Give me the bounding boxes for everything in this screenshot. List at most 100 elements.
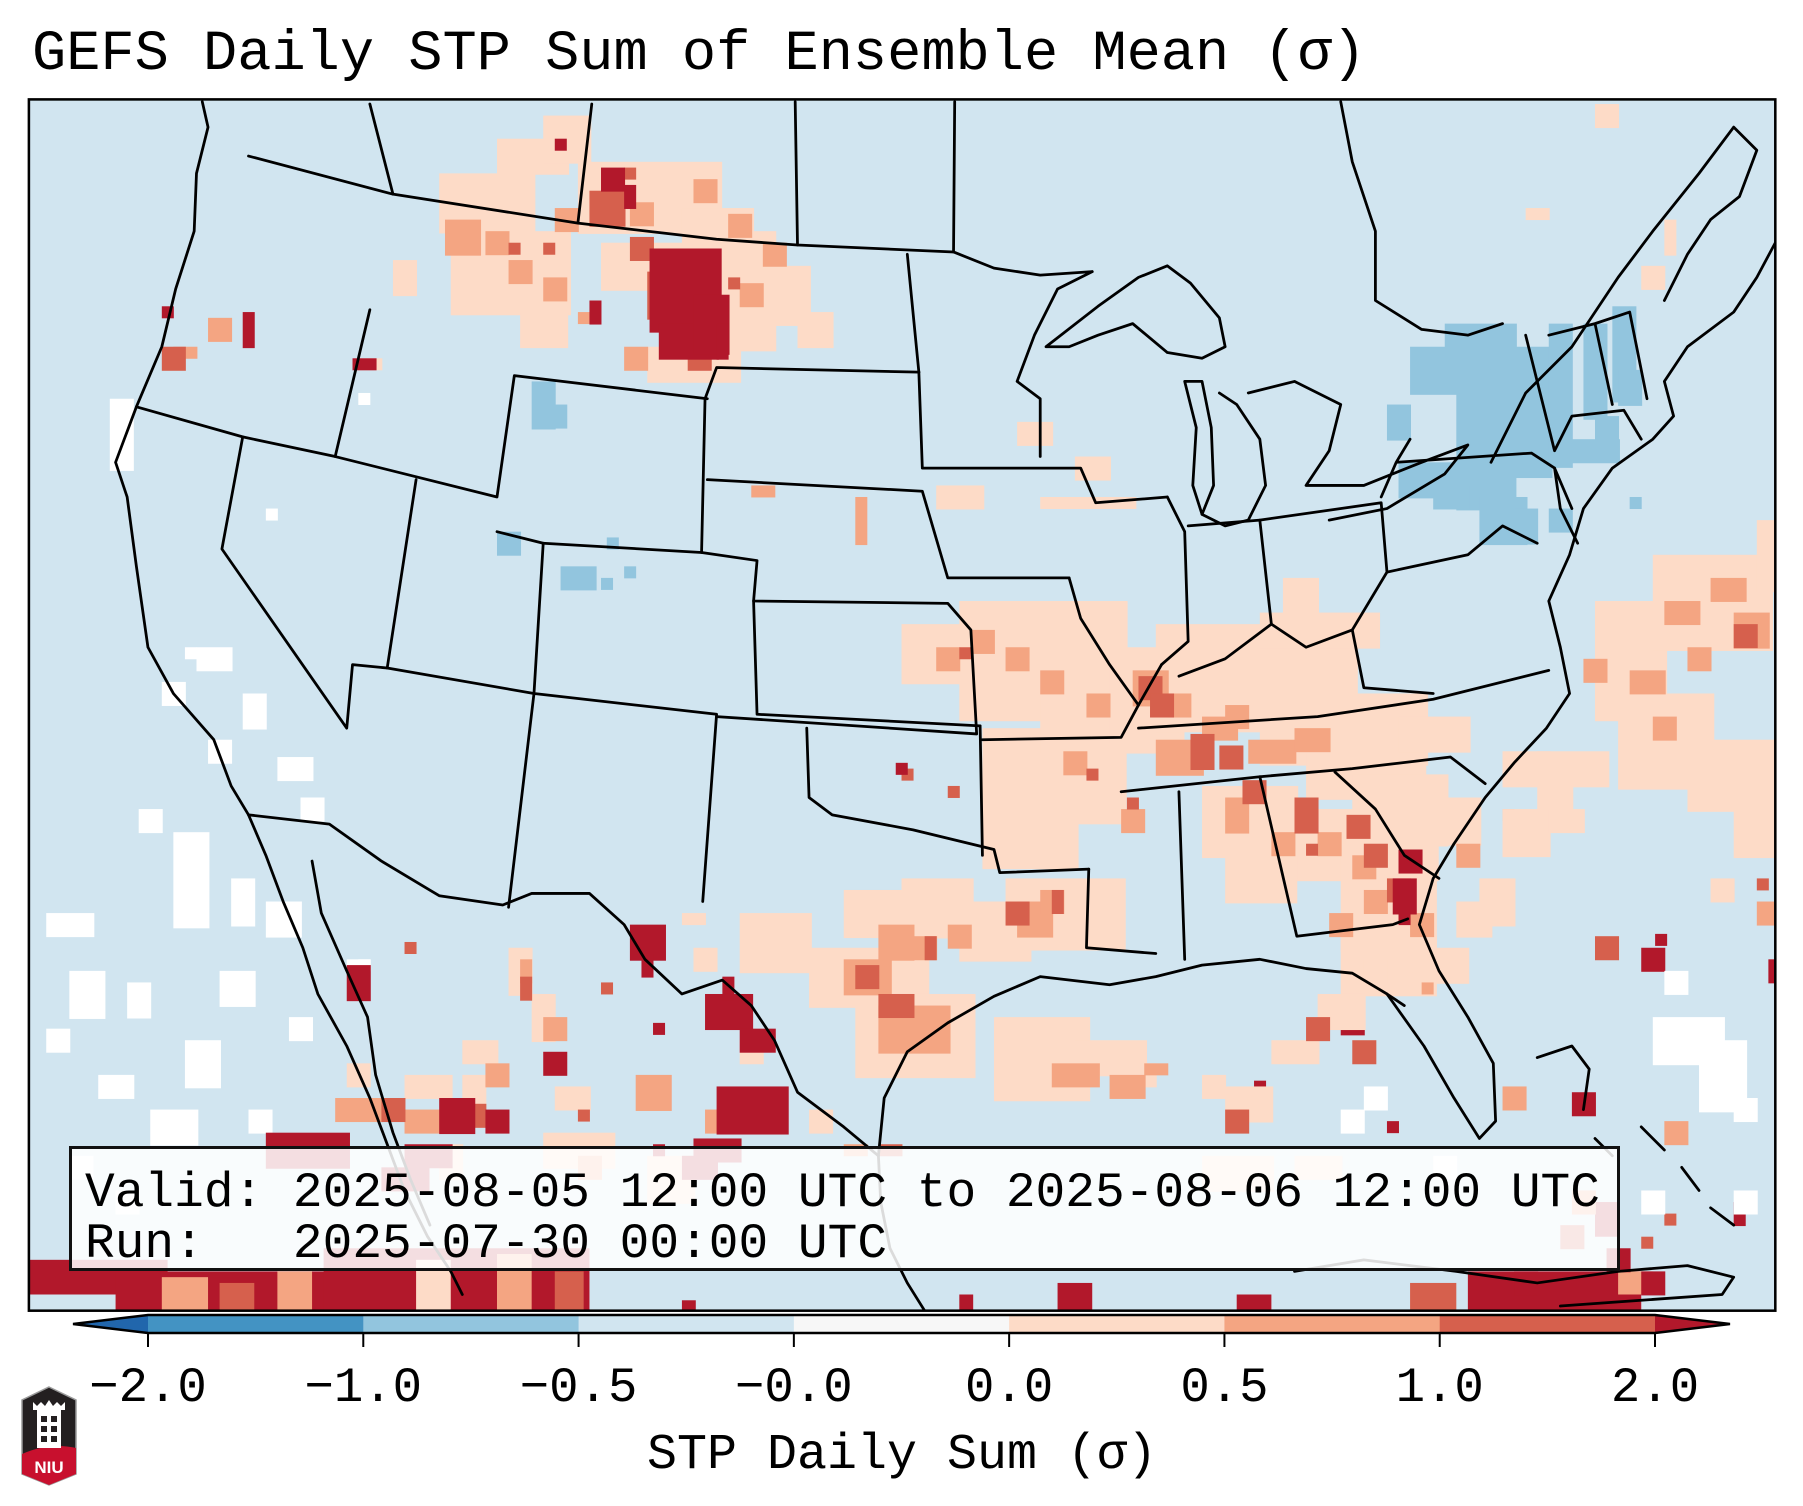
colorbar-bin [363,1315,580,1333]
grid-cell [1190,733,1215,770]
grid-cell [1502,1086,1527,1111]
grid-cell [1768,959,1776,984]
grid-cell [577,1109,590,1122]
colorbar-tick-label: 1.0 [1395,1360,1484,1416]
grid-cell [1664,601,1701,626]
map-outlines [114,100,1776,1311]
grid-cell [1595,416,1620,441]
grid-cell [1363,1086,1388,1111]
colorbar-bin [578,1315,795,1333]
grid-cell [1652,716,1677,741]
state-border [507,692,718,909]
grid-cell [1548,809,1585,834]
grid-cell [982,809,1079,870]
grid-cell [1236,1294,1272,1311]
grid-cell [1756,520,1776,593]
colorbar-bin [1224,1315,1441,1333]
grid-cell [1219,745,1244,770]
grid-cell [358,392,371,405]
grid-cell [1733,1190,1758,1215]
lake-superior [1044,264,1227,360]
grid-cell [1398,716,1471,753]
grid-cell [601,982,614,995]
grid-cell [693,947,718,972]
grid-cell [248,1109,273,1134]
grid-cell [855,965,880,990]
grid-cell [485,1109,510,1134]
colorbar-tick-label: 2.0 [1610,1360,1700,1416]
grid-cell [1756,878,1769,891]
grid-cell [560,566,597,591]
lake-michigan [1183,380,1215,516]
state-border [220,435,418,730]
grid-cell [681,913,706,926]
state-border [385,530,545,695]
state-border [978,663,1163,857]
grid-cell [1386,404,1412,441]
logo-band [22,1446,76,1485]
state-border [1350,524,1539,695]
grid-cell [1641,947,1666,972]
valid-time-text: Valid: 2025-08-05 12:00 UTC to 2025-08-0… [85,1165,1600,1221]
lake-huron-erie [1246,380,1470,522]
state-border [134,308,372,458]
grid-cell [970,629,995,654]
grid-cell [1664,1121,1689,1146]
grid-cell [1086,693,1111,718]
state-border [333,374,709,499]
grid-cell [1150,693,1175,718]
grid-cell [589,190,626,227]
grid-cell [653,1022,666,1035]
colorbar-tick-label: −2.0 [89,1360,207,1416]
grid-cell [601,167,626,192]
grid-cell [404,1109,441,1134]
grid-cell [947,785,960,798]
colorbar-bin [1439,1315,1656,1333]
coastline-gulf [877,241,1776,1158]
grid-cell [1005,647,1030,672]
grid-cell [404,941,417,954]
grid-cell [219,970,256,1007]
grid-cell [1525,208,1550,221]
state-border [805,726,1091,875]
colorbar-extend-over [1655,1315,1730,1333]
grid-cell [1051,1063,1100,1088]
grid-cell [543,242,556,255]
grid-cell [196,647,233,672]
grid-cell [1583,323,1608,420]
grid-cell [1282,577,1319,614]
grid-cell [520,976,533,1001]
grid-cell [277,757,314,782]
info-box: Valid: 2025-08-05 12:00 UTC to 2025-08-0… [69,1146,1620,1272]
colorbar-tick-label: 0.5 [1180,1360,1269,1416]
grid-cell [508,242,521,255]
grid-cell [508,260,533,285]
grid-cell [485,1063,510,1088]
grid-cell [208,317,233,342]
colorbar-bin [793,1315,1010,1333]
grid-cell [1641,1236,1654,1249]
grid-cell [46,913,95,938]
state-border [1137,668,1551,730]
grid-cell [543,404,568,429]
colorbar-bin [148,1315,364,1333]
state-border [1258,501,1389,649]
grid-cell [1433,485,1470,510]
stp-grid-cells [28,104,1776,1311]
grid-cell [520,312,569,349]
grid-cell [1144,1063,1169,1076]
state-border [1160,495,1190,666]
grid-cell [1571,439,1620,464]
grid-cell [184,1040,221,1089]
grid-cell [1248,739,1297,764]
state-border [541,366,921,554]
grid-cell [1456,843,1481,868]
grid-cell [1294,728,1331,753]
logo-tower [37,1410,61,1448]
grid-cell [1352,1040,1377,1065]
grid-cell [762,242,787,267]
grid-cell [1109,1074,1146,1099]
grid-cell [138,809,163,834]
grid-cell [924,936,937,961]
